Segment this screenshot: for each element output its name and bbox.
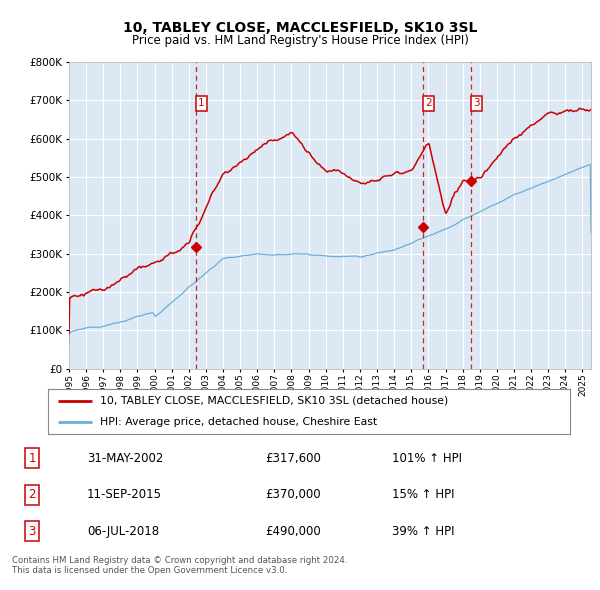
Text: £370,000: £370,000 — [265, 488, 321, 501]
Text: 101% ↑ HPI: 101% ↑ HPI — [392, 452, 462, 465]
Text: Contains HM Land Registry data © Crown copyright and database right 2024.: Contains HM Land Registry data © Crown c… — [12, 556, 347, 565]
Text: 3: 3 — [28, 525, 36, 537]
Text: 1: 1 — [198, 99, 205, 109]
Text: 2: 2 — [28, 488, 36, 501]
Text: This data is licensed under the Open Government Licence v3.0.: This data is licensed under the Open Gov… — [12, 566, 287, 575]
Text: £317,600: £317,600 — [265, 452, 322, 465]
Text: 3: 3 — [473, 99, 480, 109]
Text: 10, TABLEY CLOSE, MACCLESFIELD, SK10 3SL: 10, TABLEY CLOSE, MACCLESFIELD, SK10 3SL — [123, 21, 477, 35]
Text: 2: 2 — [425, 99, 432, 109]
Text: Price paid vs. HM Land Registry's House Price Index (HPI): Price paid vs. HM Land Registry's House … — [131, 34, 469, 47]
Text: 15% ↑ HPI: 15% ↑ HPI — [392, 488, 455, 501]
Text: HPI: Average price, detached house, Cheshire East: HPI: Average price, detached house, Ches… — [100, 417, 377, 427]
Text: 31-MAY-2002: 31-MAY-2002 — [87, 452, 163, 465]
Text: 06-JUL-2018: 06-JUL-2018 — [87, 525, 159, 537]
Text: 39% ↑ HPI: 39% ↑ HPI — [392, 525, 455, 537]
Text: 10, TABLEY CLOSE, MACCLESFIELD, SK10 3SL (detached house): 10, TABLEY CLOSE, MACCLESFIELD, SK10 3SL… — [100, 396, 448, 406]
Text: 1: 1 — [28, 452, 36, 465]
Text: 11-SEP-2015: 11-SEP-2015 — [87, 488, 162, 501]
Text: £490,000: £490,000 — [265, 525, 321, 537]
